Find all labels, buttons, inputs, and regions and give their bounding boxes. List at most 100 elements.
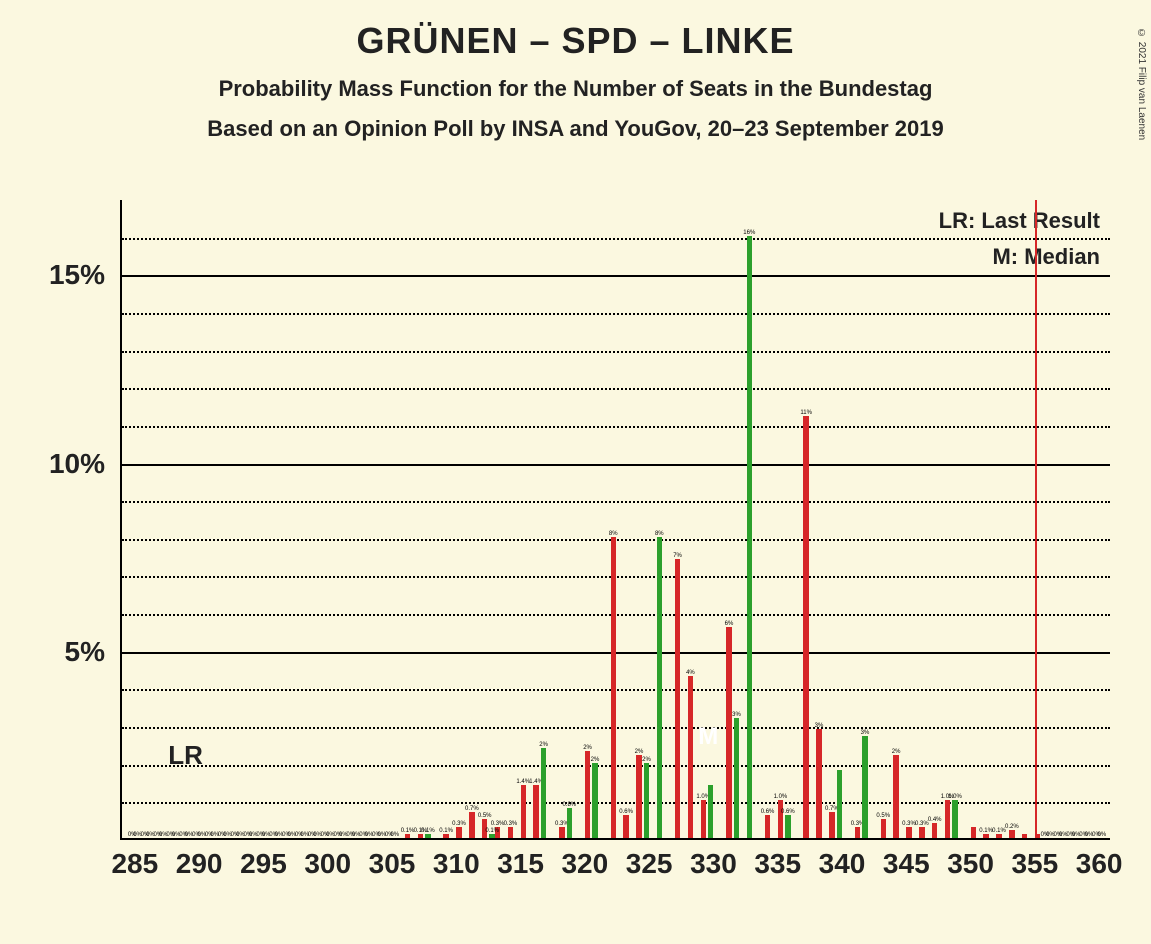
gridline-minor <box>122 238 1110 240</box>
gridline-major <box>122 652 1110 654</box>
x-axis-tick-label: 290 <box>176 848 223 880</box>
bar-value-label: 0.1% <box>485 828 499 834</box>
bar-green <box>567 808 572 838</box>
bar-value-label: 7% <box>673 553 682 559</box>
bar-red <box>469 812 474 838</box>
bar-red <box>893 755 898 838</box>
bar-value-label: 0.7% <box>465 806 479 812</box>
x-axis-tick-label: 300 <box>304 848 351 880</box>
chart-area: LR: Last Result M: Median 5%10%15%285290… <box>120 200 1120 840</box>
bar-value-label: 16% <box>743 230 755 236</box>
bar-value-label: 0.6% <box>619 809 633 815</box>
bar-value-label: 3% <box>861 730 870 736</box>
bar-value-label: 0.8% <box>562 802 576 808</box>
bar-value-label: 0.1% <box>979 828 993 834</box>
x-axis-tick-label: 305 <box>369 848 416 880</box>
bar-green <box>837 770 842 838</box>
x-axis-tick-label: 340 <box>819 848 866 880</box>
x-axis-tick-label: 345 <box>883 848 930 880</box>
y-axis-tick-label: 15% <box>5 259 105 291</box>
bar-value-label: 1.0% <box>774 794 788 800</box>
bar-value-label: 0% <box>1097 832 1106 838</box>
gridline-minor <box>122 802 1110 804</box>
bar-value-label: 0.4% <box>928 817 942 823</box>
bar-value-label: 2% <box>539 742 548 748</box>
bar-red <box>816 729 821 838</box>
bar-value-label: 2% <box>892 749 901 755</box>
bar-red <box>636 755 641 838</box>
bar-value-label: 3% <box>815 723 824 729</box>
bar-green <box>644 763 649 838</box>
legend-last-result: LR: Last Result <box>939 208 1100 234</box>
gridline-minor <box>122 689 1110 691</box>
bar-red <box>559 827 564 838</box>
median-marker-label: M <box>698 723 718 751</box>
bar-red <box>521 785 526 838</box>
bar-red <box>1009 830 1014 838</box>
gridline-minor <box>122 313 1110 315</box>
x-axis-tick-label: 285 <box>111 848 158 880</box>
x-axis-tick-label: 310 <box>433 848 480 880</box>
reference-line <box>1035 200 1037 838</box>
bar-value-label: 0.2% <box>1005 824 1019 830</box>
bar-red <box>701 800 706 838</box>
bar-value-label: 1.4% <box>516 779 530 785</box>
bar-value-label: 0.3% <box>491 821 505 827</box>
bar-green <box>952 800 957 838</box>
gridline-minor <box>122 539 1110 541</box>
bar-red <box>623 815 628 838</box>
bar-red <box>585 751 590 838</box>
bar-value-label: 3% <box>732 712 741 718</box>
bar-value-label: 0.3% <box>504 821 518 827</box>
bar-red <box>971 827 976 838</box>
bar-red <box>881 819 886 838</box>
bar-value-label: 2% <box>591 757 600 763</box>
bar-value-label: 0.1% <box>421 828 435 834</box>
bar-value-label: 2% <box>635 749 644 755</box>
x-axis-tick-label: 330 <box>690 848 737 880</box>
bar-red <box>829 812 834 838</box>
bar-red <box>996 834 1001 838</box>
bar-red <box>443 834 448 838</box>
bar-value-label: 0.5% <box>478 813 492 819</box>
bar-red <box>932 823 937 838</box>
bar-green <box>785 815 790 838</box>
bar-red <box>906 827 911 838</box>
gridline-minor <box>122 426 1110 428</box>
bar-value-label: 0.3% <box>915 821 929 827</box>
bar-red <box>688 676 693 838</box>
bar-red <box>778 800 783 838</box>
bar-value-label: 0.1% <box>992 828 1006 834</box>
bar-value-label: 8% <box>609 531 618 537</box>
gridline-major <box>122 275 1110 277</box>
bar-value-label: 8% <box>655 531 664 537</box>
gridline-minor <box>122 765 1110 767</box>
bar-green <box>734 718 739 838</box>
gridline-major <box>122 464 1110 466</box>
x-axis-tick-label: 350 <box>947 848 994 880</box>
bar-value-label: 0.5% <box>876 813 890 819</box>
bar-value-label: 11% <box>800 410 812 416</box>
bar-red <box>1022 834 1027 838</box>
x-axis-tick-label: 315 <box>497 848 544 880</box>
bar-red <box>508 827 513 838</box>
bar-value-label: 0.3% <box>452 821 466 827</box>
y-axis-tick-label: 10% <box>5 448 105 480</box>
x-axis-tick-label: 325 <box>626 848 673 880</box>
bar-value-label: 0.6% <box>781 809 795 815</box>
bar-red <box>983 834 988 838</box>
bar-green <box>862 736 867 838</box>
chart-title: GRÜNEN – SPD – LINKE <box>0 20 1151 62</box>
x-axis-tick-label: 360 <box>1076 848 1123 880</box>
legend-median: M: Median <box>992 244 1100 270</box>
bar-red <box>803 416 808 838</box>
bar-green <box>657 537 662 838</box>
bar-red <box>418 834 423 838</box>
bar-value-label: 2% <box>642 757 651 763</box>
gridline-minor <box>122 388 1110 390</box>
gridline-minor <box>122 501 1110 503</box>
bar-red <box>855 827 860 838</box>
bar-red <box>726 627 731 838</box>
plot-region: LR: Last Result M: Median 5%10%15%285290… <box>120 200 1110 840</box>
copyright-text: © 2021 Filip van Laenen <box>1136 28 1147 140</box>
